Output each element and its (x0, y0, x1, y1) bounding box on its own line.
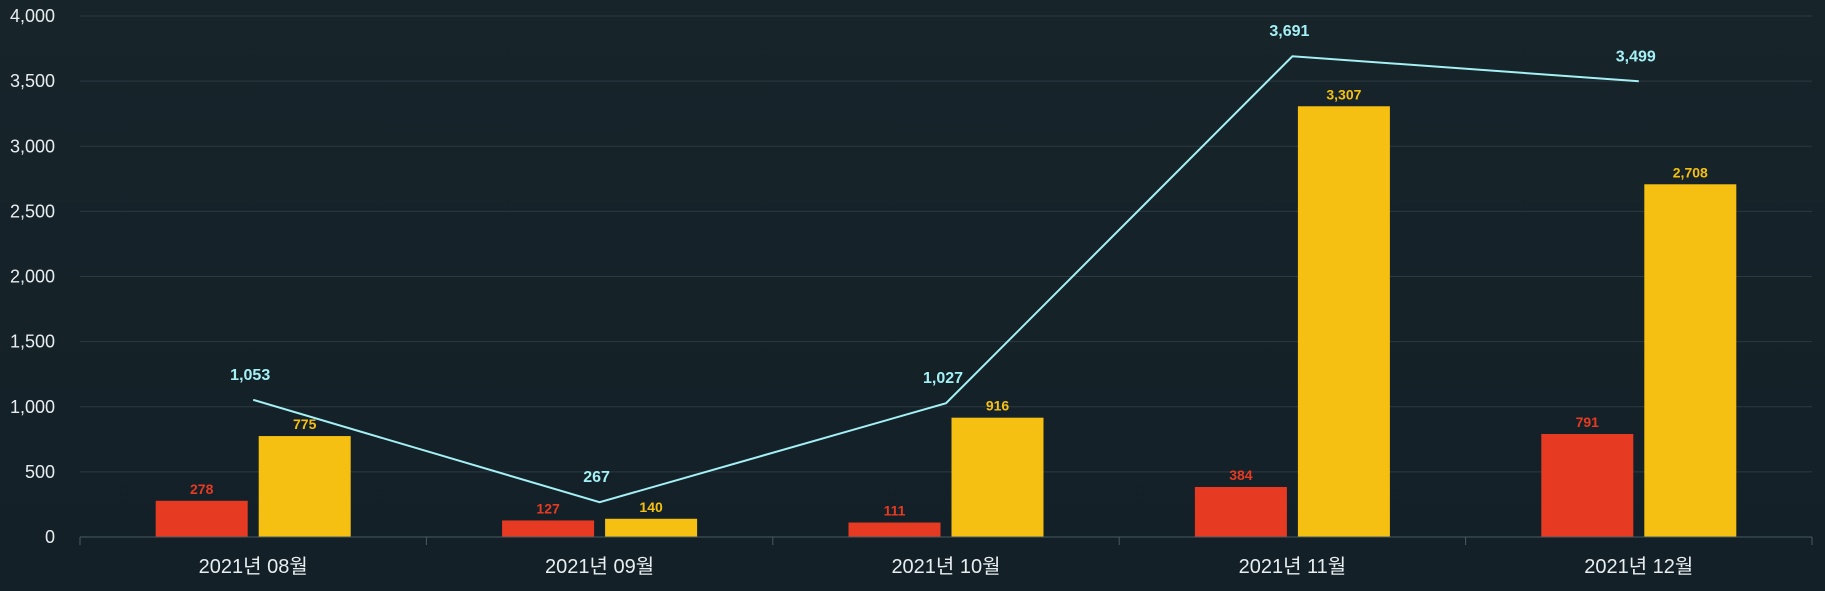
y-tick-label: 1,500 (10, 332, 55, 352)
line-path (252, 55, 1639, 504)
bar (848, 522, 941, 537)
y-tick-label: 3,500 (10, 71, 55, 91)
bar-value-label: 111 (884, 503, 906, 519)
line-value-label: 3,691 (1269, 23, 1309, 40)
bar (155, 500, 248, 537)
x-tick-label: 2021년 08월 (199, 555, 308, 578)
bar (1297, 106, 1390, 538)
bar-value-label: 3,307 (1326, 86, 1361, 102)
line-value-label: 267 (583, 469, 610, 486)
bar-value-label: 916 (986, 398, 1010, 414)
line-value-label: 1,027 (923, 370, 963, 387)
x-tick-label: 2021년 12월 (1584, 555, 1693, 578)
bar (502, 520, 595, 537)
bar-value-label: 127 (536, 500, 560, 516)
x-tick-label: 2021년 11월 (1239, 555, 1347, 578)
data-labels: 278 127 111 384 791 775 140 916 3,307 2,708 1,053 2… (190, 23, 1708, 518)
x-tick-label: 2021년 10월 (891, 555, 1000, 578)
line-value-label: 1,053 (230, 367, 270, 384)
bar (258, 436, 351, 537)
bar (951, 417, 1044, 537)
y-tick-label: 500 (25, 462, 55, 482)
line-value-label: 3,499 (1616, 48, 1656, 65)
bar-value-label: 791 (1576, 414, 1600, 430)
y-tick-label: 4,000 (10, 6, 55, 26)
bar (1644, 184, 1737, 537)
bar-value-label: 2,708 (1673, 164, 1708, 180)
y-tick-label: 2,000 (10, 267, 55, 287)
bar-value-label: 384 (1229, 467, 1253, 483)
grid-lines (80, 15, 1812, 538)
bar (1194, 486, 1287, 537)
bar (605, 518, 698, 537)
bar-value-label: 775 (293, 416, 317, 432)
axes: 0 500 1,000 1,500 2,000 2,500 3,000 3,500 4,000 2… (10, 6, 1813, 578)
y-tick-label: 3,000 (10, 136, 55, 156)
y-tick-label: 1,000 (10, 397, 55, 417)
bar-value-label: 278 (190, 481, 214, 497)
y-tick-label: 2,500 (10, 201, 55, 221)
line-series (252, 55, 1639, 504)
bar-value-label: 140 (639, 499, 663, 515)
bar-series (155, 106, 1737, 538)
x-tick-label: 2021년 09월 (545, 555, 654, 578)
y-tick-label: 0 (45, 527, 55, 547)
bar (1541, 433, 1634, 537)
